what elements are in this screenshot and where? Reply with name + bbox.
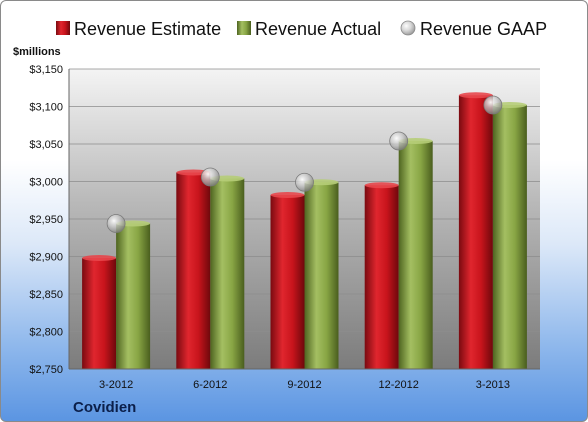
bar-revenue-estimate <box>270 195 305 369</box>
legend-swatch-revenue-estimate <box>56 21 70 35</box>
y-tick-label: $2,850 <box>29 289 63 301</box>
legend-label-revenue-gaap: Revenue GAAP <box>420 19 547 39</box>
bars <box>82 92 527 369</box>
y-axis-ticks: $2,750 $2,800 $2,850 $2,900 $2,950 $3,000 $3,0… <box>29 64 63 376</box>
y-tick-label: $3,100 <box>29 102 63 114</box>
x-axis-ticks: 3-2012 6-2012 9-2012 12-2012 3-2013 <box>99 379 510 391</box>
bar-revenue-estimate-top <box>458 92 493 99</box>
bar-revenue-actual <box>210 178 245 369</box>
x-tick-label: 6-2012 <box>193 379 227 391</box>
bar-revenue-estimate-top <box>364 182 399 189</box>
bar-revenue-estimate <box>176 172 211 369</box>
y-tick-label: $2,750 <box>29 364 63 376</box>
marker-revenue-gaap <box>295 172 314 192</box>
marker-revenue-gaap <box>106 214 126 233</box>
x-tick-label: 3-2013 <box>476 379 510 391</box>
bar-revenue-actual <box>116 223 151 369</box>
y-axis-unit-label: $millions <box>13 46 61 58</box>
bar-revenue-estimate <box>364 185 399 369</box>
y-tick-label: $3,150 <box>29 64 63 76</box>
bar-revenue-estimate <box>458 95 493 369</box>
x-tick-label: 9-2012 <box>287 379 321 391</box>
y-tick-label: $3,000 <box>29 177 63 189</box>
company-name: Covidien <box>73 399 136 416</box>
y-tick-label: $2,950 <box>29 214 63 226</box>
bar-revenue-estimate <box>82 258 117 369</box>
marker-revenue-gaap <box>200 167 220 187</box>
legend-label-revenue-estimate: Revenue Estimate <box>74 19 221 39</box>
legend-marker-revenue-gaap <box>400 20 416 36</box>
bar-revenue-actual <box>304 182 339 369</box>
legend-label-revenue-actual: Revenue Actual <box>255 19 381 39</box>
marker-revenue-gaap <box>389 131 409 151</box>
y-tick-label: $2,800 <box>29 327 63 339</box>
x-tick-label: 12-2012 <box>379 379 419 391</box>
marker-revenue-gaap <box>483 95 503 115</box>
legend-swatch-revenue-actual <box>237 21 251 35</box>
bar-revenue-actual <box>492 105 527 369</box>
bar-revenue-estimate-top <box>82 255 117 261</box>
legend: Revenue Estimate Revenue Actual Revenue … <box>56 19 547 39</box>
y-tick-label: $3,050 <box>29 139 63 151</box>
gaap-markers <box>106 95 503 233</box>
y-tick-label: $2,900 <box>29 252 63 264</box>
x-tick-label: 3-2012 <box>99 379 133 391</box>
bar-revenue-estimate-top <box>270 192 305 198</box>
bar-revenue-actual <box>398 141 433 369</box>
